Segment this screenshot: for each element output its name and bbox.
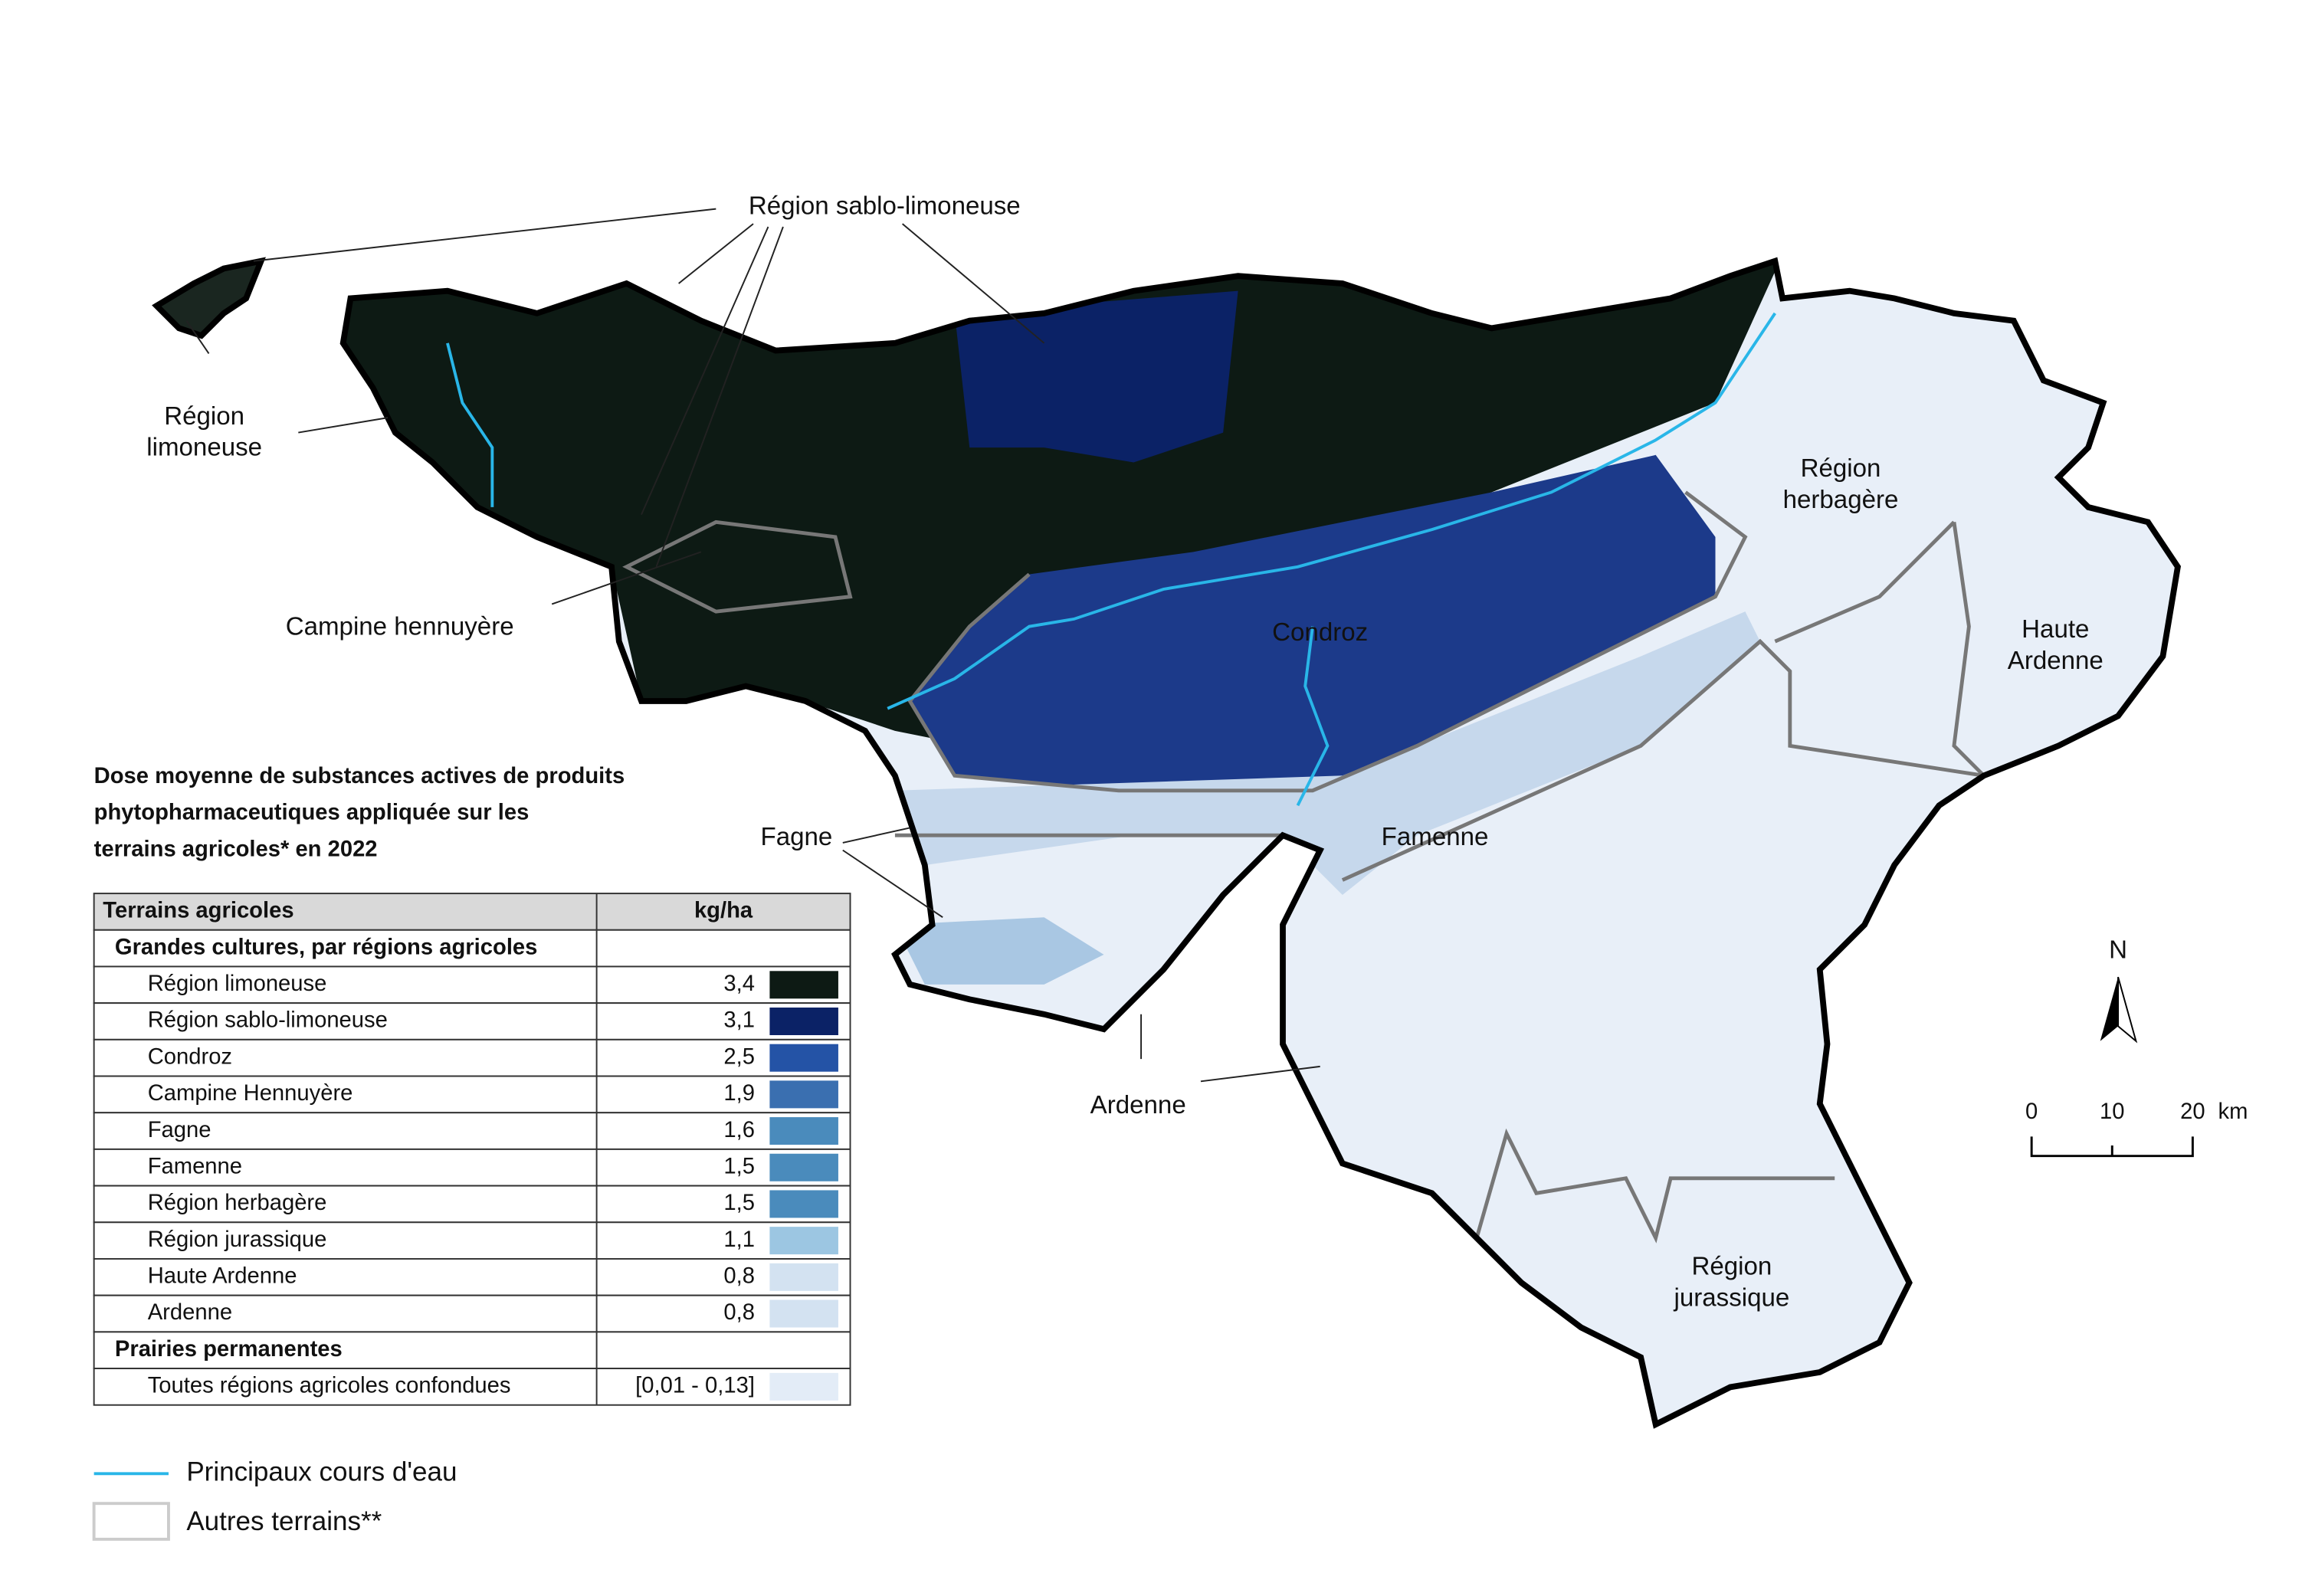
table-row [93, 1258, 851, 1296]
row-value: 0,8 [723, 1300, 755, 1325]
other-swatch [92, 1502, 170, 1541]
row-label: Région limoneuse [148, 972, 327, 996]
row-value: 1,5 [723, 1154, 755, 1178]
other-label: Autres terrains** [186, 1506, 382, 1536]
row-value: 1,1 [723, 1227, 755, 1252]
row-label: Région sablo-limoneuse [148, 1008, 388, 1033]
row-label: Famenne [148, 1154, 242, 1178]
color-swatch [769, 1117, 838, 1145]
north-label: N [2109, 936, 2127, 965]
row-value: 1,5 [723, 1191, 755, 1215]
row-label: Région jurassique [148, 1227, 327, 1252]
row-label: Campine Hennuyère [148, 1081, 353, 1106]
region-label: Région sablo-limoneuse [749, 192, 1021, 220]
scale-label: 10 [2100, 1100, 2124, 1124]
row-value: 3,4 [723, 972, 755, 996]
table-row [93, 1002, 851, 1041]
north-arrow: N [2100, 936, 2138, 1044]
row-label: Région herbagère [148, 1191, 327, 1215]
color-swatch [769, 1299, 838, 1328]
region-label: Fagne [761, 823, 833, 851]
region-label: jurassique [1674, 1283, 1790, 1312]
region-label: Ardenne [2008, 647, 2104, 675]
region-label: Campine hennuyère [286, 612, 514, 641]
region-label: Région [1691, 1252, 1772, 1280]
color-swatch [769, 1372, 838, 1401]
scale-label: 0 [2025, 1100, 2038, 1124]
color-swatch [769, 1263, 838, 1291]
river-label: Principaux cours d'eau [186, 1457, 457, 1487]
row-value: 1,6 [723, 1118, 755, 1142]
color-swatch [769, 1044, 838, 1072]
group-title: Grandes cultures, par régions agricoles [115, 935, 538, 959]
header-cell: kg/ha [694, 899, 753, 923]
row-value: 0,8 [723, 1264, 755, 1289]
legend: Dose moyenne de substances actives de pr… [92, 764, 851, 1541]
scale-unit: km [2218, 1100, 2248, 1124]
row-label: Ardenne [148, 1300, 232, 1325]
table-row [93, 1075, 851, 1114]
group-title: Prairies permanentes [115, 1337, 343, 1362]
legend-title: Dose moyenne de substances actives de pr… [94, 764, 625, 788]
color-swatch [769, 1190, 838, 1218]
row-label: Toutes régions agricoles confondues [148, 1374, 511, 1398]
table-row [93, 1221, 851, 1260]
region-label: Famenne [1382, 823, 1489, 851]
row-label: Condroz [148, 1044, 232, 1069]
row-value: 1,9 [723, 1081, 755, 1106]
row-value: 3,1 [723, 1008, 755, 1033]
leader-lines [185, 208, 1320, 1083]
group-row [93, 929, 851, 968]
region-label: Haute [2022, 615, 2089, 644]
color-swatch [769, 1080, 838, 1109]
table-row [93, 1038, 851, 1077]
table-row [93, 1148, 851, 1187]
color-swatch [769, 1227, 838, 1255]
scale-label: 20 [2180, 1100, 2205, 1124]
color-swatch [769, 1153, 838, 1181]
legend-title: terrains agricoles* en 2022 [94, 837, 378, 861]
legend-title: phytopharmaceutiques appliquée sur les [94, 801, 530, 825]
row-label: Haute Ardenne [148, 1264, 297, 1289]
header-cell: Terrains agricoles [103, 899, 293, 923]
region-label: Région [164, 402, 244, 431]
table-row [93, 1368, 851, 1406]
color-swatch [769, 1007, 838, 1035]
region-label: Ardenne [1090, 1091, 1186, 1119]
region-label: Région [1801, 454, 1881, 483]
region-label: herbagère [1783, 486, 1899, 514]
region-label: Condroz [1272, 618, 1368, 647]
scale-bar: 0 10 20 km [2025, 1100, 2248, 1158]
color-swatch [769, 971, 838, 999]
row-label: Fagne [148, 1118, 211, 1142]
table-row [93, 1294, 851, 1333]
region-label: limoneuse [146, 434, 262, 462]
row-value: 2,5 [723, 1044, 755, 1069]
row-value: [0,01 - 0,13] [635, 1374, 755, 1398]
